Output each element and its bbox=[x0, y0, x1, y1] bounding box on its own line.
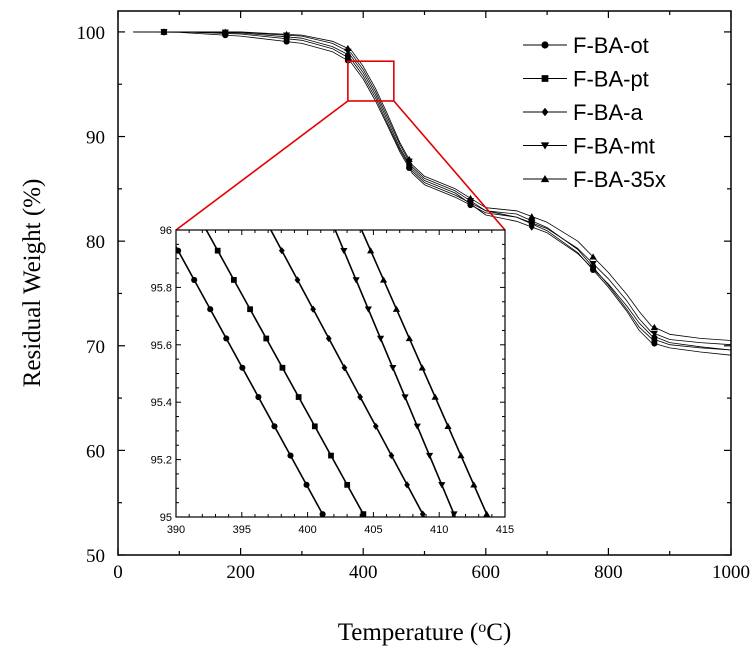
x-tick-label: 800 bbox=[594, 562, 623, 583]
x-tick-label: 400 bbox=[349, 562, 378, 583]
inset-point-F-BA-pt bbox=[312, 423, 318, 429]
series-point-F-BA-35x bbox=[467, 195, 474, 201]
inset-point-F-BA-ot bbox=[191, 277, 197, 283]
inset-point-F-BA-pt bbox=[263, 336, 269, 342]
y-tick-label: 70 bbox=[86, 337, 105, 358]
legend-label-F-BA-a: F-BA-a bbox=[573, 100, 643, 125]
inset-point-F-BA-pt bbox=[215, 248, 221, 254]
legend-label-F-BA-35x: F-BA-35x bbox=[573, 167, 666, 192]
inset-x-tick-label: 390 bbox=[167, 524, 185, 536]
x-tick-label: 1000 bbox=[712, 562, 750, 583]
inset-point-F-BA-ot bbox=[207, 306, 213, 312]
inset-point-F-BA-pt bbox=[231, 277, 237, 283]
y-tick-label: 60 bbox=[86, 441, 105, 462]
inset-y-tick-label: 95.4 bbox=[151, 397, 172, 409]
inset-y-tick-label: 95.8 bbox=[151, 282, 172, 294]
inset-y-tick-label: 95.6 bbox=[151, 340, 172, 352]
x-tick-label: 600 bbox=[472, 562, 501, 583]
x-axis-title-degree: o bbox=[478, 619, 486, 636]
legend-marker-F-BA-pt bbox=[542, 75, 549, 82]
inset-y-tick-label: 95.2 bbox=[151, 455, 172, 467]
inset-point-F-BA-pt bbox=[360, 511, 366, 517]
x-axis-title-unit: C) bbox=[486, 619, 511, 646]
inset-x-tick-label: 395 bbox=[233, 524, 251, 536]
legend-label-F-BA-pt: F-BA-pt bbox=[573, 67, 649, 92]
inset-point-F-BA-pt bbox=[344, 482, 350, 488]
y-tick-label: 90 bbox=[86, 128, 105, 149]
inset-point-F-BA-pt bbox=[328, 453, 334, 459]
inset-point-F-BA-ot bbox=[304, 482, 310, 488]
inset-x-tick-label: 405 bbox=[364, 524, 382, 536]
inset-point-F-BA-ot bbox=[239, 365, 245, 371]
inset-x-tick-label: 410 bbox=[430, 524, 448, 536]
inset-y-tick-label: 96 bbox=[160, 225, 172, 237]
y-tick-label: 100 bbox=[77, 23, 106, 44]
y-tick-label: 50 bbox=[86, 546, 105, 567]
x-axis-title: Temperature (oC) bbox=[338, 619, 512, 647]
inset-point-F-BA-ot bbox=[255, 394, 261, 400]
series-point-F-BA-35x bbox=[344, 45, 351, 51]
inset-point-F-BA-pt bbox=[296, 394, 302, 400]
inset-x-tick-label: 415 bbox=[496, 524, 514, 536]
x-tick-label: 0 bbox=[113, 562, 123, 583]
inset-point-F-BA-ot bbox=[271, 423, 277, 429]
legend-label-F-BA-mt: F-BA-mt bbox=[573, 134, 655, 159]
series-point-F-BA-35x bbox=[651, 324, 658, 330]
inset-point-F-BA-pt bbox=[280, 365, 286, 371]
y-tick-label: 80 bbox=[86, 232, 105, 253]
x-tick-label: 200 bbox=[226, 562, 255, 583]
inset-x-tick-label: 400 bbox=[298, 524, 316, 536]
legend-marker-F-BA-a bbox=[542, 108, 549, 116]
legend: F-BA-ot F-BA-pt F-BA-a F-BA-mt F-BA-35x bbox=[523, 33, 666, 192]
inset-point-F-BA-pt bbox=[247, 306, 253, 312]
inset-y-tick-label: 95 bbox=[160, 512, 172, 524]
inset-point-F-BA-ot bbox=[287, 453, 293, 459]
zoom-connector-left bbox=[176, 101, 348, 230]
inset-chart: 390 395 400 405 410 415 95 95.2 95.4 95.6 95.8 96 bbox=[151, 225, 515, 536]
x-axis-title-main: Temperature ( bbox=[338, 619, 479, 646]
legend-label-F-BA-ot: F-BA-ot bbox=[573, 33, 649, 58]
series-point-F-BA-35x bbox=[528, 213, 535, 219]
inset-point-F-BA-ot bbox=[223, 335, 229, 341]
legend-marker-F-BA-ot bbox=[541, 41, 548, 48]
y-axis-title: Residual Weight (%) bbox=[19, 179, 46, 388]
